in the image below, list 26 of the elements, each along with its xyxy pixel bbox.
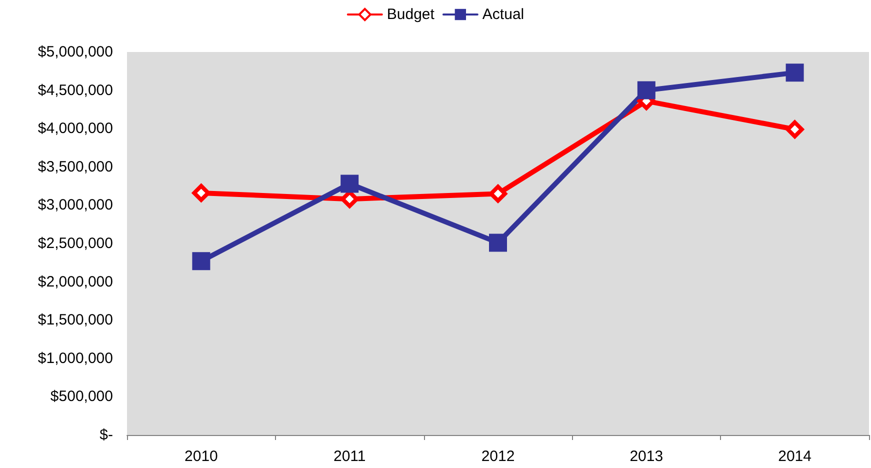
point: [489, 184, 507, 203]
legend-label: Actual: [482, 6, 524, 23]
point: [489, 234, 507, 252]
y-tick-label: $1,500,000: [38, 312, 113, 329]
y-tick-label: $2,000,000: [38, 273, 113, 290]
y-tick-label: $2,500,000: [38, 235, 113, 252]
y-tick-label: $3,500,000: [38, 158, 113, 176]
x-tick-label: 2011: [333, 448, 366, 465]
y-tick-label: $-: [100, 426, 113, 444]
point: [786, 64, 804, 82]
point: [192, 252, 210, 270]
point: [340, 174, 359, 193]
point: [637, 81, 656, 100]
x-tick-label: 2012: [481, 448, 515, 465]
x-tick-label: 2013: [630, 448, 664, 465]
x-tick-label: 2010: [184, 448, 218, 465]
y-tick-label: $1,000,000: [38, 350, 113, 367]
y-tick-label: $4,500,000: [38, 82, 113, 99]
y-tick-label: $3,000,000: [38, 196, 113, 214]
y-tick-label: $500,000: [50, 388, 113, 406]
point: [786, 120, 804, 138]
y-tick-label: $4,000,000: [38, 120, 113, 138]
point: [192, 184, 210, 202]
y-tick-label: $5,000,000: [38, 44, 113, 60]
x-tick-label: 2014: [778, 448, 812, 465]
legend-label: Budget: [386, 6, 436, 23]
